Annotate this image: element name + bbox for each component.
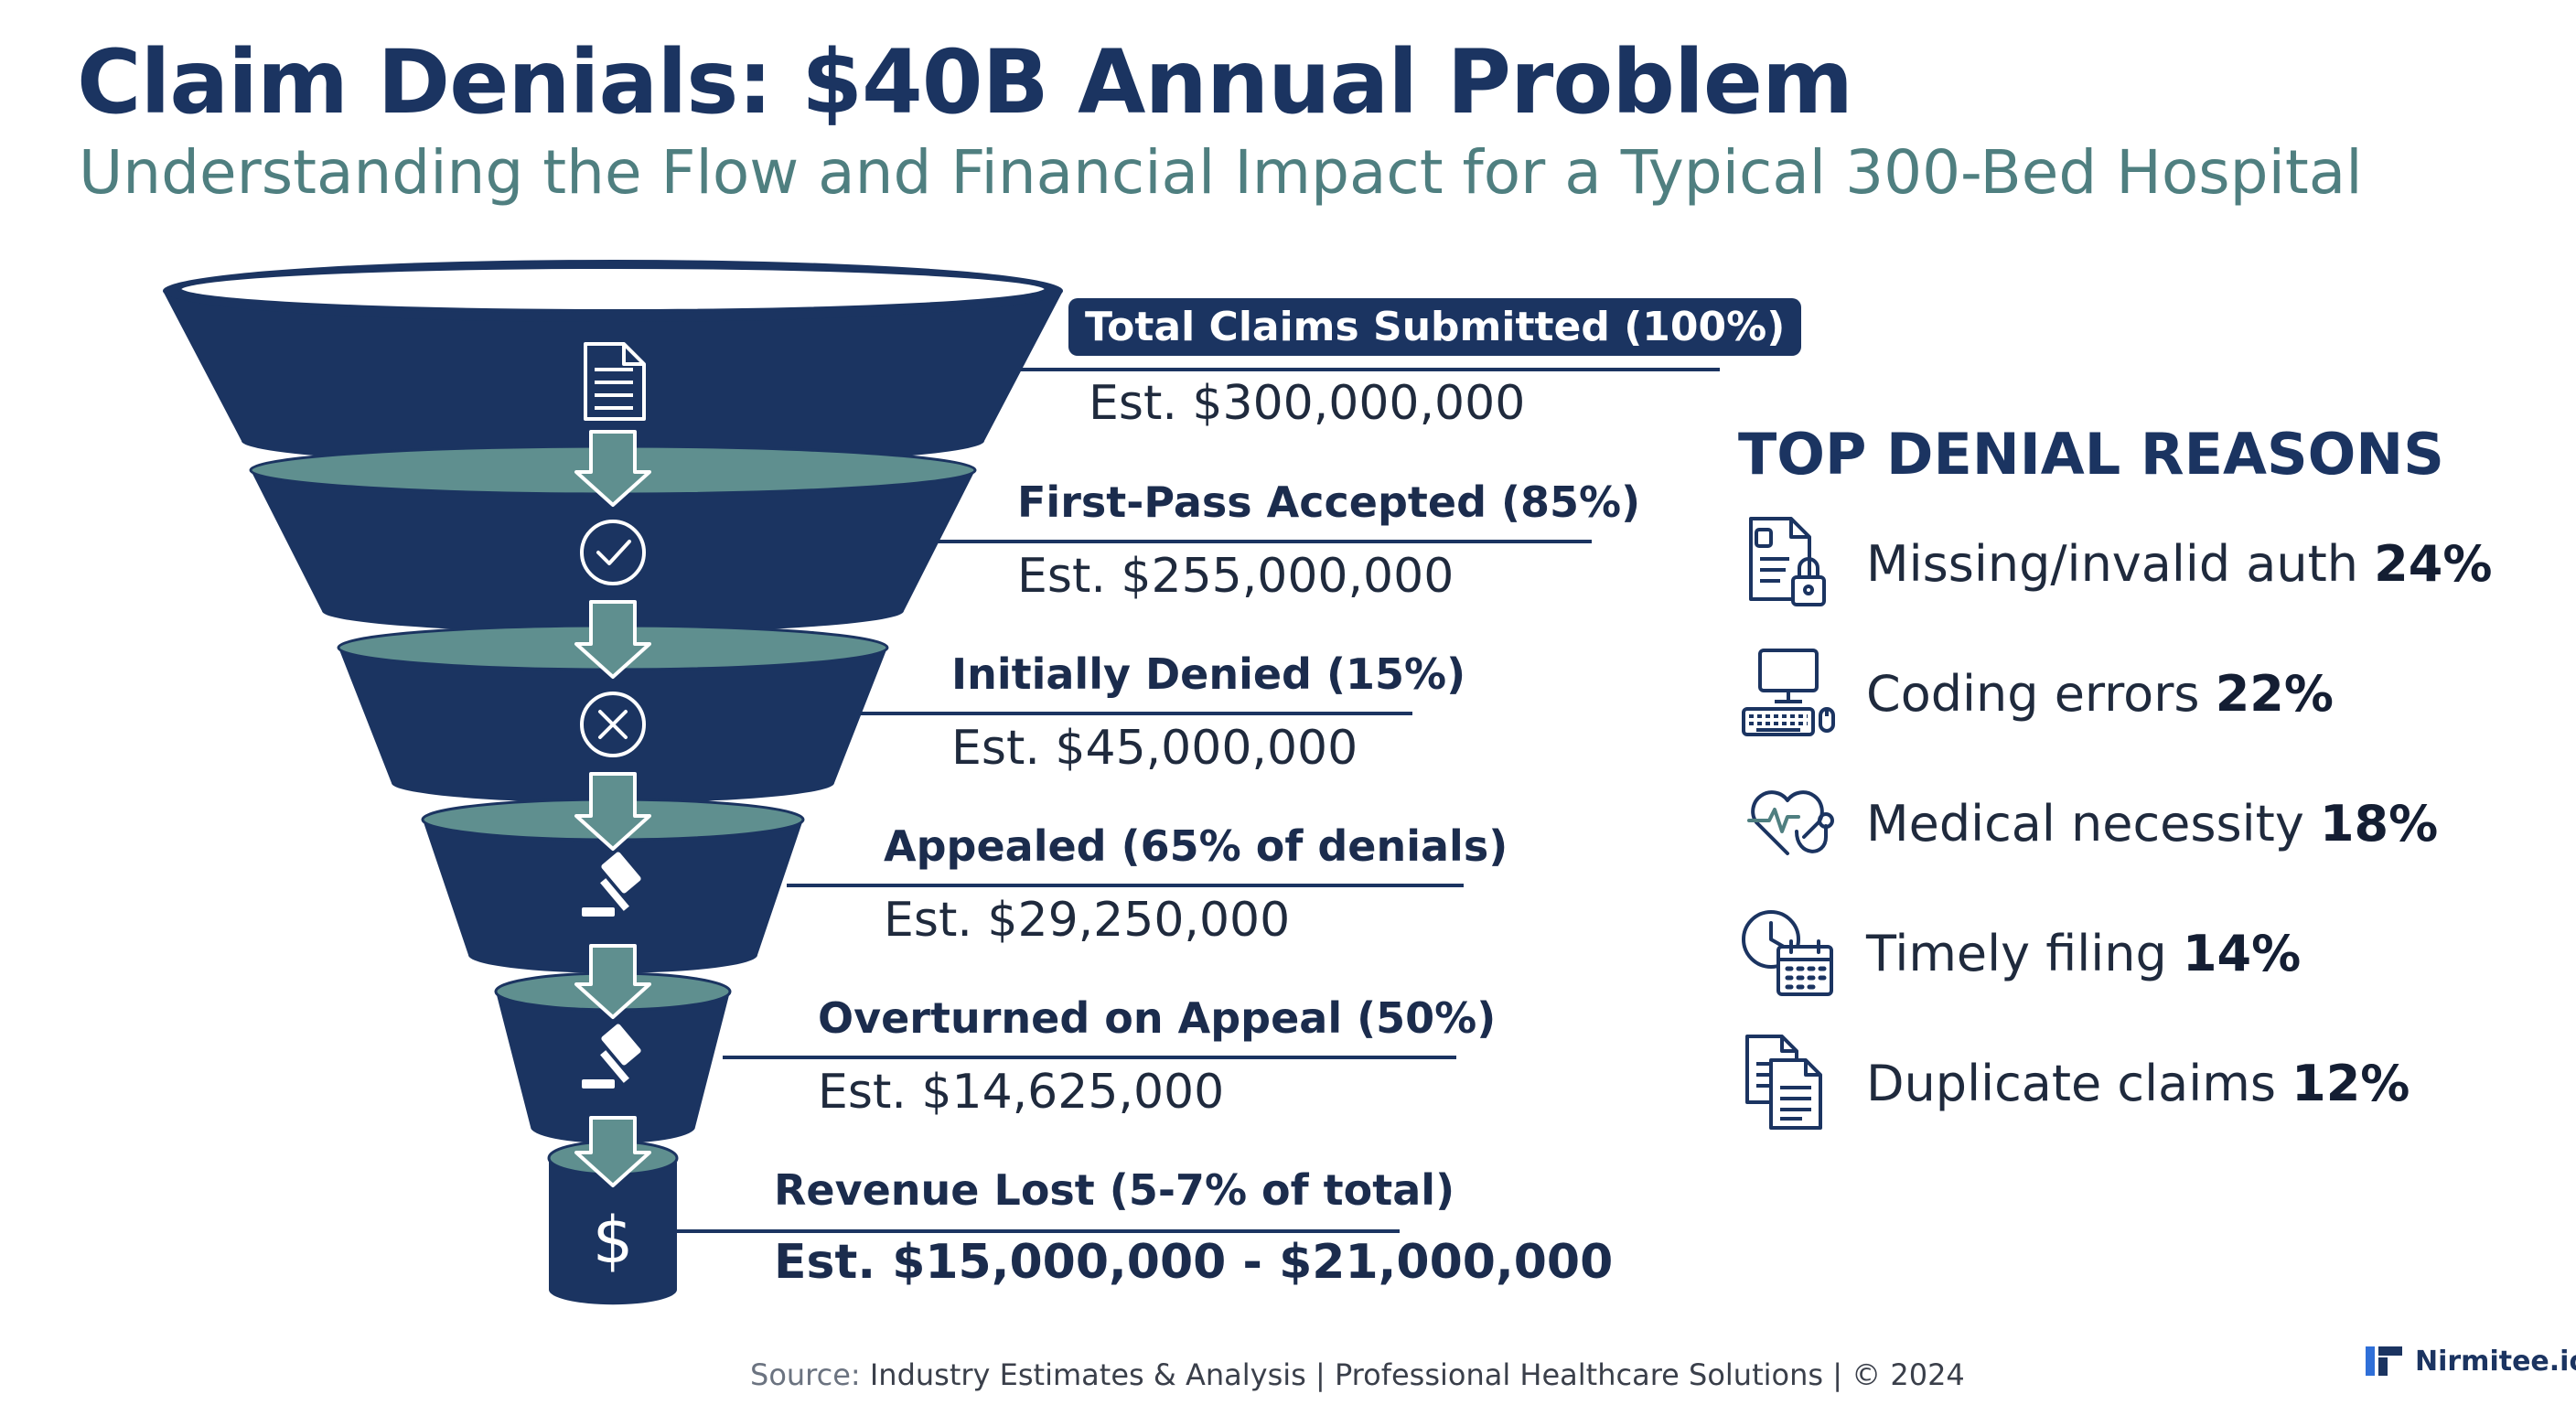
reason-text: Timely filing 14% bbox=[1866, 925, 2301, 982]
stage-value: Est. $14,625,000 bbox=[818, 1065, 1225, 1120]
flow-arrow-3 bbox=[574, 772, 651, 851]
reason-label: Missing/invalid auth bbox=[1866, 534, 2358, 593]
reason-text: Coding errors 22% bbox=[1866, 665, 2334, 723]
footer-source: Source: Industry Estimates & Analysis | … bbox=[750, 1357, 1965, 1392]
stage-label: First-Pass Accepted (85%) bbox=[1017, 477, 1641, 527]
stage-label: Initially Denied (15%) bbox=[951, 649, 1466, 699]
stage-label: Appealed (65% of denials) bbox=[884, 821, 1508, 871]
heart-stethoscope-icon bbox=[1747, 790, 1834, 855]
page-subtitle: Understanding the Flow and Financial Imp… bbox=[79, 137, 2363, 208]
stage-appealed: Appealed (65% of denials) Est. $29,250,0… bbox=[884, 821, 1508, 948]
reason-percent: 24% bbox=[2374, 534, 2493, 593]
gavel-icon bbox=[582, 852, 641, 917]
computer-icon bbox=[1742, 649, 1835, 736]
dollar-icon: $ bbox=[593, 1203, 634, 1278]
stage-revenue-lost: Revenue Lost (5-7% of total) Est. $15,00… bbox=[774, 1165, 1613, 1290]
document-icon bbox=[584, 342, 646, 421]
clock-calendar-icon bbox=[1742, 910, 1833, 996]
stage-total-submitted: Total Claims Submitted (100%) Est. $300,… bbox=[1068, 298, 1802, 431]
source-label: Source: bbox=[750, 1357, 861, 1392]
duplicate-documents-icon bbox=[1745, 1035, 1822, 1130]
reasons-title: TOP DENIAL REASONS bbox=[1738, 421, 2444, 488]
stage-initially-denied: Initially Denied (15%) Est. $45,000,000 bbox=[951, 649, 1465, 776]
reason-percent: 18% bbox=[2319, 794, 2439, 853]
reason-timely-filing: Timely filing 14% bbox=[1738, 898, 2543, 1008]
flow-arrow-5 bbox=[574, 1116, 651, 1187]
stage-value: Est. $255,000,000 bbox=[1017, 549, 1454, 604]
reason-percent: 12% bbox=[2292, 1054, 2410, 1112]
document-lock-icon bbox=[1749, 517, 1826, 606]
stage-value: Est. $300,000,000 bbox=[1089, 376, 1526, 431]
source-text: Industry Estimates & Analysis | Professi… bbox=[860, 1357, 1965, 1392]
stage-label: Revenue Lost (5-7% of total) bbox=[774, 1165, 1455, 1215]
stage-label: Overturned on Appeal (50%) bbox=[818, 993, 1497, 1043]
reason-missing-auth: Missing/invalid auth 24% bbox=[1738, 509, 2543, 618]
flow-arrow-1 bbox=[574, 430, 651, 507]
reason-label: Medical necessity bbox=[1866, 794, 2304, 853]
brand-logo: Nirmitee.io bbox=[2364, 1345, 2576, 1378]
funnel-layer-1 bbox=[163, 260, 1063, 466]
reason-medical-necessity: Medical necessity 18% bbox=[1738, 768, 2543, 878]
reason-coding-errors: Coding errors 22% bbox=[1738, 638, 2543, 748]
stage-value: Est. $45,000,000 bbox=[951, 721, 1358, 776]
reason-text: Medical necessity 18% bbox=[1866, 795, 2438, 853]
stage-label: Total Claims Submitted (100%) bbox=[1068, 298, 1802, 356]
stage-overturned: Overturned on Appeal (50%) Est. $14,625,… bbox=[818, 993, 1496, 1120]
page-title: Claim Denials: $40B Annual Problem bbox=[77, 31, 1853, 134]
x-circle-icon bbox=[580, 692, 646, 757]
reason-text: Duplicate claims 12% bbox=[1866, 1055, 2410, 1112]
brand-name: Nirmitee.io bbox=[2415, 1345, 2576, 1378]
reason-duplicate-claims: Duplicate claims 12% bbox=[1738, 1028, 2543, 1138]
stage-first-pass-accepted: First-Pass Accepted (85%) Est. $255,000,… bbox=[1017, 477, 1640, 604]
gavel-icon bbox=[582, 1024, 641, 1089]
reason-label: Coding errors bbox=[1866, 664, 2200, 723]
reason-label: Duplicate claims bbox=[1866, 1054, 2276, 1112]
stage-icons: $ bbox=[580, 342, 646, 1278]
brand-mark-icon bbox=[2366, 1346, 2402, 1376]
reason-label: Timely filing bbox=[1866, 924, 2167, 982]
reason-text: Missing/invalid auth 24% bbox=[1866, 535, 2492, 593]
stage-value: Est. $29,250,000 bbox=[884, 893, 1291, 948]
stage-value: Est. $15,000,000 - $21,000,000 bbox=[774, 1235, 1614, 1290]
flow-arrow-2 bbox=[574, 600, 651, 679]
reason-percent: 14% bbox=[2182, 924, 2302, 982]
flow-arrow-4 bbox=[574, 944, 651, 1019]
reason-percent: 22% bbox=[2215, 664, 2334, 723]
checkmark-circle-icon bbox=[580, 520, 646, 585]
